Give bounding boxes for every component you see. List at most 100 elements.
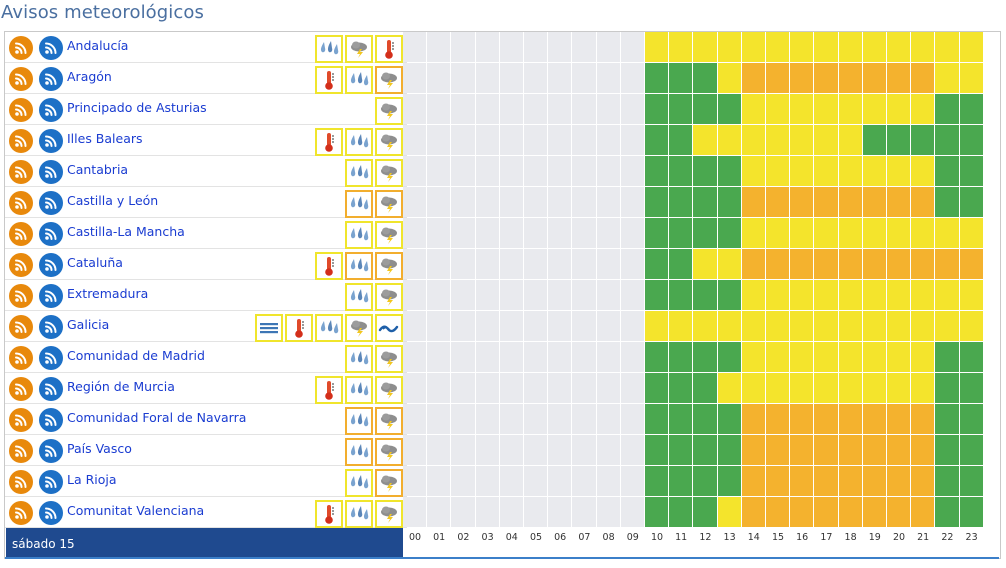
hour-cell-none[interactable] [499, 404, 523, 434]
hour-cell-orange[interactable] [862, 63, 886, 93]
hour-cell-green[interactable] [935, 187, 959, 217]
hour-cell-none[interactable] [403, 94, 427, 124]
hour-cell-green[interactable] [669, 466, 693, 496]
hour-cell-none[interactable] [548, 373, 572, 403]
hour-cell-none[interactable] [427, 249, 451, 279]
hour-cell-none[interactable] [524, 435, 548, 465]
rss-feed-alt-icon[interactable] [39, 222, 63, 246]
hour-cell-yellow[interactable] [838, 125, 862, 155]
hour-cell-green[interactable] [693, 466, 717, 496]
storm-warning-icon[interactable] [375, 407, 403, 435]
hour-cell-green[interactable] [959, 404, 983, 434]
hour-cell-green[interactable] [693, 63, 717, 93]
hour-cell-none[interactable] [475, 125, 499, 155]
hour-cell-yellow[interactable] [911, 280, 935, 310]
rss-feed-icon[interactable] [9, 191, 33, 215]
hour-cell-green[interactable] [959, 497, 983, 527]
hour-cell-none[interactable] [524, 280, 548, 310]
rain-warning-icon[interactable] [345, 252, 373, 280]
hour-cell-orange[interactable] [911, 497, 935, 527]
hour-cell-yellow[interactable] [838, 218, 862, 248]
storm-warning-icon[interactable] [375, 252, 403, 280]
region-name-link[interactable]: País Vasco [67, 441, 132, 456]
hour-cell-none[interactable] [572, 125, 596, 155]
hour-cell-orange[interactable] [887, 63, 911, 93]
hour-cell-none[interactable] [499, 466, 523, 496]
hour-cell-orange[interactable] [911, 435, 935, 465]
hour-cell-none[interactable] [524, 218, 548, 248]
hour-cell-yellow[interactable] [959, 218, 983, 248]
hour-cell-yellow[interactable] [959, 311, 983, 341]
hour-cell-none[interactable] [548, 497, 572, 527]
hour-cell-none[interactable] [451, 249, 475, 279]
hour-cell-none[interactable] [548, 404, 572, 434]
hour-cell-orange[interactable] [838, 497, 862, 527]
hour-cell-orange[interactable] [766, 497, 790, 527]
hour-cell-yellow[interactable] [717, 32, 741, 62]
hour-cell-orange[interactable] [862, 497, 886, 527]
rss-feed-icon[interactable] [9, 36, 33, 60]
hour-cell-orange[interactable] [887, 187, 911, 217]
hour-cell-none[interactable] [548, 94, 572, 124]
hour-cell-none[interactable] [620, 187, 644, 217]
hour-cell-none[interactable] [403, 466, 427, 496]
hour-cell-none[interactable] [451, 342, 475, 372]
hour-cell-none[interactable] [427, 94, 451, 124]
hour-cell-green[interactable] [959, 435, 983, 465]
hour-cell-green[interactable] [669, 342, 693, 372]
hour-cell-green[interactable] [935, 466, 959, 496]
heat-warning-icon[interactable] [375, 35, 403, 63]
hour-cell-yellow[interactable] [814, 311, 838, 341]
hour-cell-green[interactable] [645, 63, 669, 93]
hour-cell-none[interactable] [499, 342, 523, 372]
hour-cell-none[interactable] [620, 156, 644, 186]
region-name-link[interactable]: Región de Murcia [67, 379, 175, 394]
hour-cell-none[interactable] [572, 94, 596, 124]
hour-cell-green[interactable] [693, 187, 717, 217]
hour-cell-none[interactable] [451, 404, 475, 434]
hour-cell-yellow[interactable] [911, 32, 935, 62]
hour-cell-none[interactable] [524, 156, 548, 186]
hour-cell-orange[interactable] [741, 497, 765, 527]
hour-cell-yellow[interactable] [766, 218, 790, 248]
hour-cell-orange[interactable] [790, 63, 814, 93]
hour-cell-yellow[interactable] [766, 156, 790, 186]
hour-cell-none[interactable] [524, 63, 548, 93]
hour-cell-none[interactable] [475, 63, 499, 93]
hour-cell-green[interactable] [669, 280, 693, 310]
hour-cell-green[interactable] [935, 497, 959, 527]
hour-cell-none[interactable] [475, 249, 499, 279]
rss-feed-alt-icon[interactable] [39, 470, 63, 494]
hour-cell-yellow[interactable] [741, 280, 765, 310]
hour-cell-none[interactable] [596, 404, 620, 434]
region-name-link[interactable]: Extremadura [67, 286, 149, 301]
hour-cell-orange[interactable] [790, 249, 814, 279]
hour-cell-none[interactable] [475, 497, 499, 527]
hour-cell-none[interactable] [548, 280, 572, 310]
region-name-link[interactable]: Aragón [67, 69, 112, 84]
hour-cell-none[interactable] [572, 497, 596, 527]
hour-cell-none[interactable] [403, 125, 427, 155]
hour-cell-orange[interactable] [887, 466, 911, 496]
storm-warning-icon[interactable] [375, 221, 403, 249]
rain-warning-icon[interactable] [345, 128, 373, 156]
hour-cell-none[interactable] [596, 94, 620, 124]
region-name-link[interactable]: Principado de Asturias [67, 100, 207, 115]
rss-feed-icon[interactable] [9, 439, 33, 463]
hour-cell-none[interactable] [620, 94, 644, 124]
region-name-link[interactable]: Cantabria [67, 162, 129, 177]
hour-cell-none[interactable] [403, 404, 427, 434]
hour-cell-orange[interactable] [911, 404, 935, 434]
hour-cell-orange[interactable] [862, 466, 886, 496]
hour-cell-green[interactable] [717, 280, 741, 310]
rss-feed-icon[interactable] [9, 129, 33, 153]
hour-cell-green[interactable] [669, 404, 693, 434]
heat-warning-icon[interactable] [285, 314, 313, 342]
hour-cell-none[interactable] [620, 63, 644, 93]
hour-cell-none[interactable] [403, 32, 427, 62]
hour-cell-none[interactable] [499, 156, 523, 186]
hour-cell-none[interactable] [451, 32, 475, 62]
hour-cell-green[interactable] [959, 156, 983, 186]
region-name-link[interactable]: Galicia [67, 317, 110, 332]
hour-cell-none[interactable] [524, 187, 548, 217]
